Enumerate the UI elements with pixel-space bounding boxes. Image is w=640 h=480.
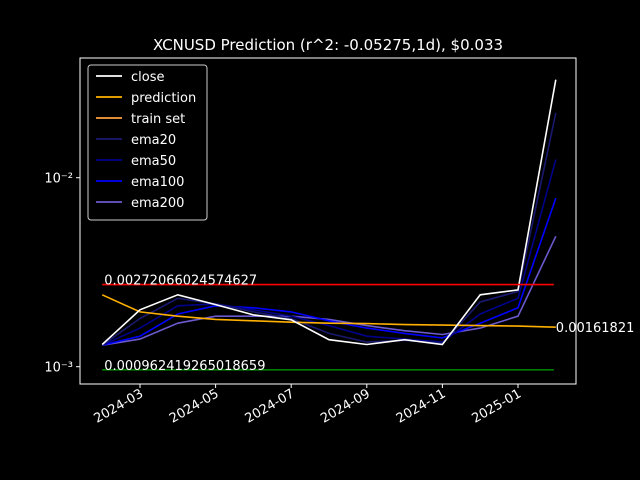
series-line [101, 112, 557, 346]
axes-frame [79, 57, 577, 385]
y-tick-label: 10⁻² [44, 172, 73, 187]
series-line [101, 79, 557, 346]
series-line [102, 235, 557, 346]
legend: close prediction train set ema20 ema50 ema100… [87, 64, 208, 221]
value-label: 0.00161821 [556, 321, 635, 336]
series-line [102, 197, 557, 346]
hline-label: 0.00272066024574627 [104, 274, 257, 289]
legend-label: ema50 [131, 154, 176, 169]
plot-body [101, 79, 557, 371]
y-tick-label: 10⁻³ [44, 361, 73, 376]
legend-label: ema100 [131, 175, 184, 190]
legend-label: ema20 [131, 133, 176, 148]
series-line [101, 294, 556, 328]
legend-label: prediction [131, 91, 196, 106]
hline-label: 0.000962419265018659 [104, 359, 265, 374]
legend-label: close [131, 70, 164, 85]
legend-label: train set [131, 112, 185, 127]
chart-title: XCNUSD Prediction (r^2: -0.05275,1d), $0… [153, 36, 503, 54]
series-line [101, 159, 557, 346]
legend-label: ema200 [131, 196, 184, 211]
